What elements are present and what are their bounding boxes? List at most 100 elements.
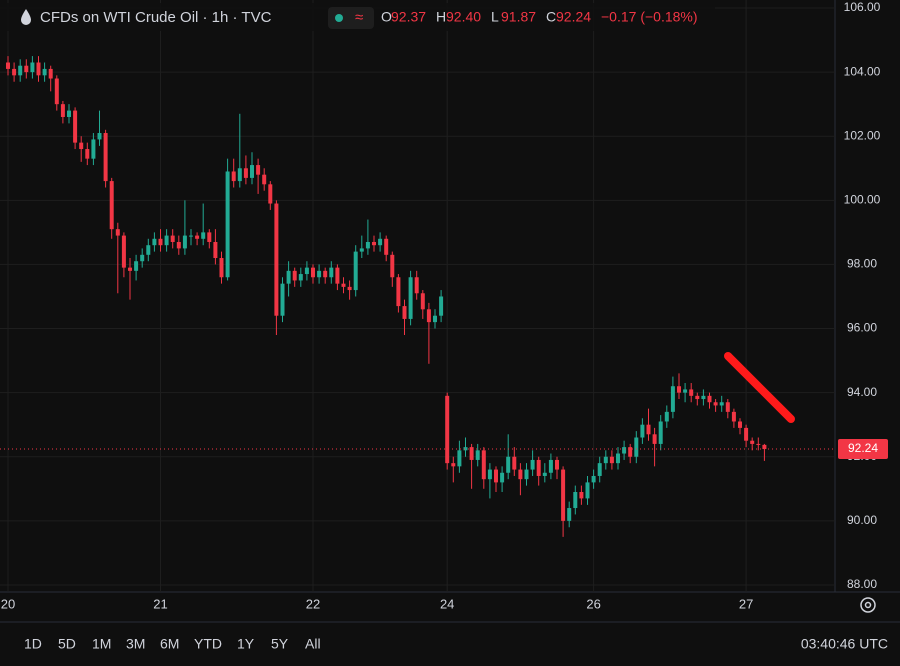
candle-body [243,168,248,178]
candle-body [494,469,498,483]
ohlc-key: C [546,9,556,25]
candle-body [475,450,480,460]
candle-body [329,267,334,278]
candle-body [616,453,620,464]
range-button[interactable]: 5Y [271,636,289,652]
candle-body [85,149,90,159]
candle-body [402,306,407,319]
ohlc-value: 91.87 [501,9,536,25]
x-tick-label: 27 [739,596,753,611]
candle-body [469,447,474,460]
range-button[interactable]: 6M [160,636,179,652]
candle-body [567,508,572,521]
candle-body [176,241,181,249]
candle-body [231,171,236,182]
candle-body [384,238,389,255]
candle-body [518,469,523,480]
candle-body [658,421,663,444]
candle-body [170,235,175,242]
candle-body [664,411,669,422]
candle-body [695,395,700,400]
candle-body [128,267,132,271]
range-button[interactable]: 1D [24,636,42,652]
candle-body [48,68,53,79]
y-tick-label: 106.00 [844,0,881,14]
y-tick-label: 98.00 [847,257,877,271]
candle-body [286,270,291,284]
candle-body [91,139,96,159]
range-button[interactable]: 3M [126,636,145,652]
candle-body [250,165,254,178]
candle-body [591,475,596,483]
candle-body [372,241,376,246]
candle-body [652,434,657,444]
candle-body [341,283,346,287]
candle-body [109,181,114,230]
candle-body [744,427,749,441]
range-button[interactable]: 1M [92,636,111,652]
candle-body [707,395,712,403]
candle-body [189,235,193,237]
settings-icon[interactable] [860,597,876,613]
candle-body [713,402,718,406]
candle-body [530,459,535,470]
range-button[interactable]: 5D [58,636,76,652]
y-tick-label: 88.00 [847,577,877,591]
ohlc-change: −0.17 (−0.18%) [601,9,698,25]
y-tick-label: 94.00 [847,385,877,399]
candle-body [512,456,517,470]
x-tick-label: 20 [1,596,15,611]
candle-body [585,482,590,499]
candle-body [292,270,297,281]
candle-body [609,456,614,464]
gear-center[interactable] [864,601,872,609]
candle-body [182,235,187,249]
candle-body [97,133,102,140]
candle-body [396,277,401,307]
candle-body [524,469,529,480]
candle-body [134,261,139,271]
candle-body [146,245,151,255]
candle-body [237,168,242,182]
candle-body [201,232,206,239]
ohlc-key: O [381,9,392,25]
ohlc-key: H [436,9,446,25]
candle-body [677,386,681,393]
candle-body [103,133,108,182]
candle-body [6,62,10,69]
candle-body [719,402,724,406]
candle-body [628,447,633,457]
candle-body [73,110,78,143]
candle-body [506,456,511,473]
candle-body [414,277,419,294]
range-button[interactable]: 1Y [237,636,255,652]
candle-body [481,450,486,480]
candle-body [701,395,706,400]
candle-body [353,251,358,291]
candle-body [731,411,736,422]
range-button[interactable]: YTD [194,636,222,652]
candle-body [738,421,742,428]
gear[interactable] [860,597,876,613]
annotation-line [724,352,795,423]
candle-body [67,110,71,117]
candle-body [555,459,559,470]
candle-body [54,78,59,105]
x-tick-label: 22 [306,596,320,611]
range-button[interactable]: All [305,636,321,652]
candle-body [195,235,200,239]
candle-body [280,283,285,316]
candle-body [451,463,456,467]
y-tick-label: 104.00 [844,64,881,78]
symbol-title: CFDs on WTI Crude Oil · 1h · TVC [40,9,272,26]
candle-body [457,450,462,467]
last-price-tag [838,439,888,460]
candle-body [756,443,761,445]
candle-body [408,277,413,319]
y-tick-label: 96.00 [847,321,877,335]
wave-icon: ≈ [355,9,363,26]
candle-body [42,68,47,76]
candle-body [426,309,431,323]
